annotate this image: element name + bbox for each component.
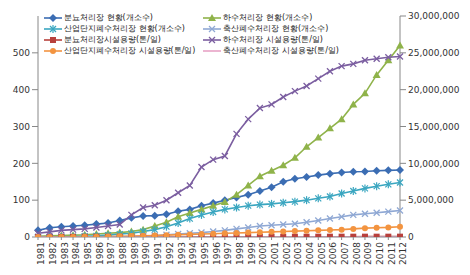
svg-text:1991: 1991 xyxy=(153,242,163,265)
svg-text:1989: 1989 xyxy=(130,242,140,265)
html-text:산업단지폐수처리장 시설용량(톤/일): 산업단지폐수처리장 시설용량(톤/일) xyxy=(64,46,196,55)
svg-text:30,000,000: 30,000,000 xyxy=(408,11,460,21)
svg-text:2004: 2004 xyxy=(305,242,315,265)
html-text:하수처리장 현황(개소수): 하수처리장 현황(개소수) xyxy=(223,13,313,22)
svg-text:0: 0 xyxy=(24,232,30,242)
svg-text:2000: 2000 xyxy=(258,242,268,265)
html-text:하수처리장 시설용량(톤/일): 하수처리장 시설용량(톤/일) xyxy=(223,35,323,44)
svg-text:1984: 1984 xyxy=(71,242,81,265)
svg-text:2003: 2003 xyxy=(293,242,303,265)
svg-text:2011: 2011 xyxy=(387,242,397,265)
svg-text:2002: 2002 xyxy=(282,242,292,265)
svg-text:1992: 1992 xyxy=(165,242,175,265)
html-text:축산폐수처리장 시설용량(톤/일): 축산폐수처리장 시설용량(톤/일) xyxy=(223,46,339,55)
svg-text:1988: 1988 xyxy=(118,242,128,265)
svg-text:2012: 2012 xyxy=(398,242,408,265)
svg-text:2005: 2005 xyxy=(317,242,327,265)
svg-text:15,000,000: 15,000,000 xyxy=(408,122,460,132)
svg-text:1985: 1985 xyxy=(83,242,93,265)
svg-text:1996: 1996 xyxy=(212,242,222,265)
svg-text:400: 400 xyxy=(13,85,30,95)
svg-text:2001: 2001 xyxy=(270,242,280,265)
svg-text:1982: 1982 xyxy=(48,242,58,265)
svg-text:1997: 1997 xyxy=(223,242,233,265)
svg-text:0: 0 xyxy=(408,232,414,242)
svg-text:1990: 1990 xyxy=(141,242,151,265)
svg-text:2007: 2007 xyxy=(340,242,350,265)
svg-text:25,000,000: 25,000,000 xyxy=(408,48,460,58)
svg-text:2009: 2009 xyxy=(363,242,373,265)
svg-text:300: 300 xyxy=(13,122,30,132)
svg-text:1995: 1995 xyxy=(200,242,210,265)
svg-text:5,000,000: 5,000,000 xyxy=(408,195,454,205)
svg-text:100: 100 xyxy=(13,195,30,205)
svg-text:1986: 1986 xyxy=(95,242,105,265)
svg-text:1994: 1994 xyxy=(188,242,198,265)
svg-text:500: 500 xyxy=(13,48,30,58)
svg-text:1987: 1987 xyxy=(106,242,116,265)
svg-text:200: 200 xyxy=(13,159,30,169)
html-text:산업단지폐수처리장 현황(개소수): 산업단지폐수처리장 현황(개소수) xyxy=(64,24,185,33)
html-text:분뇨처리장 현황(개소수): 분뇨처리장 현황(개소수) xyxy=(64,13,153,22)
html-text:축산폐수처리장 현황(개소수): 축산폐수처리장 현황(개소수) xyxy=(223,24,329,33)
svg-text:1998: 1998 xyxy=(235,242,245,265)
svg-text:1999: 1999 xyxy=(247,242,257,265)
svg-text:2008: 2008 xyxy=(352,242,362,265)
svg-text:10,000,000: 10,000,000 xyxy=(408,159,460,169)
svg-text:2010: 2010 xyxy=(375,242,385,265)
svg-text:20,000,000: 20,000,000 xyxy=(408,85,460,95)
svg-text:1983: 1983 xyxy=(60,242,70,265)
html-text:분뇨처리장시설용량(톤/일): 분뇨처리장시설용량(톤/일) xyxy=(64,35,161,44)
svg-text:1993: 1993 xyxy=(177,242,187,265)
svg-text:1981: 1981 xyxy=(36,242,46,265)
svg-text:2006: 2006 xyxy=(328,242,338,265)
